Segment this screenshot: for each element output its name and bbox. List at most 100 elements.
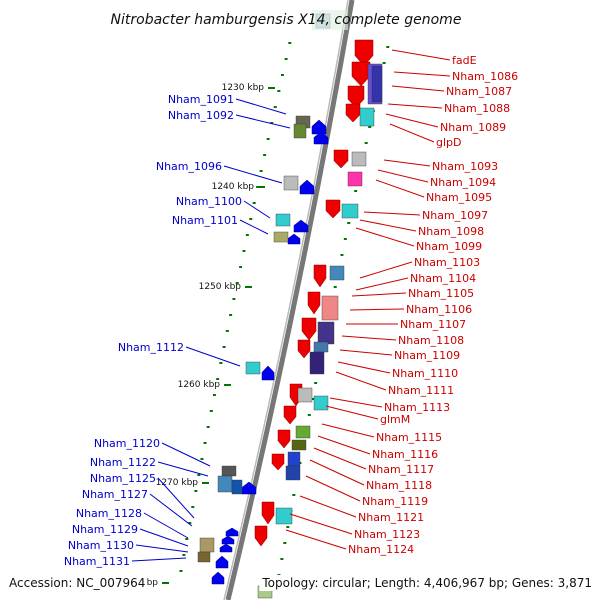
gene-feature-box[interactable] [295, 425, 311, 439]
gene-arrow-forward[interactable] [307, 291, 321, 315]
gene-arrow-reverse[interactable] [299, 179, 315, 195]
gene-feature-box[interactable] [231, 479, 243, 495]
gene-arrow-forward[interactable] [283, 405, 297, 425]
gene-label-nham_1115[interactable]: Nham_1115 [376, 431, 442, 444]
gene-feature-box[interactable] [321, 295, 339, 321]
gene-feature-box[interactable] [329, 265, 345, 281]
gene-label-nham_1130[interactable]: Nham_1130 [68, 539, 134, 552]
gene-arrow-forward[interactable] [254, 525, 268, 547]
gene-arrow-forward[interactable] [297, 339, 311, 359]
gene-arrow-forward[interactable] [333, 149, 349, 169]
gene-label-nham_1131[interactable]: Nham_1131 [64, 555, 130, 568]
gene-arrow-forward[interactable] [351, 61, 371, 87]
gene-label-nham_1118[interactable]: Nham_1118 [366, 479, 432, 492]
gene-label-nham_1088[interactable]: Nham_1088 [444, 102, 510, 115]
gene-arrow-reverse[interactable] [211, 571, 225, 585]
gene-label-nham_1129[interactable]: Nham_1129 [72, 523, 138, 536]
gene-label-nham_1111[interactable]: Nham_1111 [388, 384, 454, 397]
gene-arrow-forward[interactable] [347, 85, 365, 109]
gene-feature-box[interactable] [351, 151, 367, 167]
gene-label-nham_1101[interactable]: Nham_1101 [172, 214, 238, 227]
gene-arrow-reverse[interactable] [215, 555, 229, 569]
gene-arrow-reverse[interactable] [293, 219, 309, 233]
gene-label-nham_1122[interactable]: Nham_1122 [90, 456, 156, 469]
gene-label-nham_1127[interactable]: Nham_1127 [82, 488, 148, 501]
gene-feature-box[interactable] [283, 175, 299, 191]
gene-feature-box[interactable] [275, 507, 293, 525]
gene-label-nham_1125[interactable]: Nham_1125 [90, 472, 156, 485]
tick-dot [347, 222, 351, 224]
gene-feature-box[interactable] [275, 213, 291, 227]
gene-arrow-forward[interactable] [301, 317, 317, 341]
gene-label-nham_1096[interactable]: Nham_1096 [156, 160, 222, 173]
gene-label-nham_1108[interactable]: Nham_1108 [398, 334, 464, 347]
gene-label-nham_1092[interactable]: Nham_1092 [168, 109, 234, 122]
gene-label-nham_1117[interactable]: Nham_1117 [368, 463, 434, 476]
gene-arrow-reverse[interactable] [225, 527, 239, 537]
gene-feature-box[interactable] [273, 231, 289, 243]
gene-arrow-forward[interactable] [325, 199, 341, 219]
gene-feature-box[interactable] [309, 351, 325, 375]
gene-label-nham_1110[interactable]: Nham_1110 [392, 367, 458, 380]
gene-label-nham_1109[interactable]: Nham_1109 [394, 349, 460, 362]
gene-feature-box[interactable] [313, 341, 329, 353]
gene-label-nham_1119[interactable]: Nham_1119 [362, 495, 428, 508]
gene-label-nham_1086[interactable]: Nham_1086 [452, 70, 518, 83]
gene-label-nham_1121[interactable]: Nham_1121 [358, 511, 424, 524]
gene-arrow-forward[interactable] [261, 501, 275, 525]
gene-label-nham_1106[interactable]: Nham_1106 [406, 303, 472, 316]
gene-label-nham_1104[interactable]: Nham_1104 [410, 272, 476, 285]
gene-arrow-forward[interactable] [354, 39, 374, 67]
gene-arrow-reverse[interactable] [287, 233, 301, 245]
gene-label-nham_1103[interactable]: Nham_1103 [414, 256, 480, 269]
gene-label-nham_1091[interactable]: Nham_1091 [168, 93, 234, 106]
gene-feature-box[interactable] [293, 123, 307, 139]
gene-label-nham_1113[interactable]: Nham_1113 [384, 401, 450, 414]
gene-label-nham_1116[interactable]: Nham_1116 [372, 448, 438, 461]
gene-label-nham_1107[interactable]: Nham_1107 [400, 318, 466, 331]
gene-feature-box[interactable] [197, 551, 211, 563]
gene-label-glmm[interactable]: glmM [380, 413, 410, 426]
leader-line [385, 113, 439, 128]
gene-feature-box[interactable] [347, 171, 363, 187]
gene-label-nham_1089[interactable]: Nham_1089 [440, 121, 506, 134]
gene-label-nham_1123[interactable]: Nham_1123 [354, 528, 420, 541]
gene-arrow-reverse[interactable] [261, 365, 275, 381]
gene-label-nham_1097[interactable]: Nham_1097 [422, 209, 488, 222]
gene-feature-box[interactable] [287, 451, 301, 467]
gene-feature-box[interactable] [359, 107, 375, 127]
gene-feature-box[interactable] [371, 65, 383, 103]
gene-label-nham_1100[interactable]: Nham_1100 [176, 195, 242, 208]
gene-feature-box[interactable] [285, 465, 301, 481]
gene-label-nham_1124[interactable]: Nham_1124 [348, 543, 414, 556]
gene-arrow-forward[interactable] [313, 264, 327, 288]
gene-arrow-reverse[interactable] [221, 535, 235, 545]
gene-label-nham_1105[interactable]: Nham_1105 [408, 287, 474, 300]
gene-feature-box[interactable] [313, 395, 329, 411]
gene-label-fade[interactable]: fadE [452, 54, 477, 67]
gene-feature-box[interactable] [291, 439, 307, 451]
gene-feature-box[interactable] [341, 203, 359, 219]
gene-label-nham_1128[interactable]: Nham_1128 [76, 507, 142, 520]
gene-label-nham_1087[interactable]: Nham_1087 [446, 85, 512, 98]
gene-label-nham_1095[interactable]: Nham_1095 [426, 191, 492, 204]
gene-label-nham_1098[interactable]: Nham_1098 [418, 225, 484, 238]
gene-feature-box[interactable] [217, 475, 233, 493]
gene-label-nham_1094[interactable]: Nham_1094 [430, 176, 496, 189]
gene-arrow-reverse[interactable] [311, 119, 327, 135]
gene-feature-box[interactable] [317, 321, 335, 345]
gene-feature-box[interactable] [199, 537, 215, 553]
gene-label-nham_1112[interactable]: Nham_1112 [118, 341, 184, 354]
gene-feature-box[interactable] [221, 465, 237, 477]
gene-arrow-forward[interactable] [271, 453, 285, 471]
gene-label-nham_1099[interactable]: Nham_1099 [416, 240, 482, 253]
gene-arrow-reverse[interactable] [313, 131, 329, 145]
gene-label-nham_1093[interactable]: Nham_1093 [432, 160, 498, 173]
gene-feature-box[interactable] [297, 387, 313, 403]
gene-arrow-reverse[interactable] [219, 543, 233, 553]
gene-arrow-forward[interactable] [345, 103, 361, 123]
gene-arrow-forward[interactable] [277, 429, 291, 449]
gene-label-nham_1120[interactable]: Nham_1120 [94, 437, 160, 450]
gene-label-glpd[interactable]: glpD [436, 136, 462, 149]
gene-feature-box[interactable] [245, 361, 261, 375]
